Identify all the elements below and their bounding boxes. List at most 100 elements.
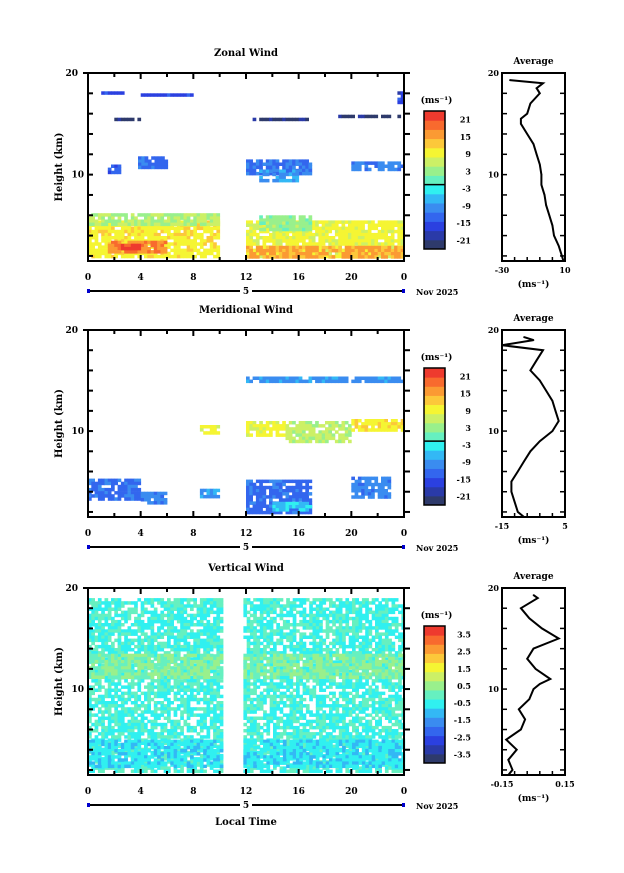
heatmap-cell [282,725,287,730]
heatmap-cell [259,679,264,683]
heatmap-cell [219,716,224,720]
heatmap-cell [137,638,142,643]
heatmap-cell [186,635,191,639]
heatmap-cell [302,492,306,496]
heatmap-cell [91,481,95,486]
heatmap-cell [183,251,188,256]
colorbar-swatch [424,230,445,241]
heatmap-cell [130,663,135,668]
heatmap-cell [147,501,151,505]
heatmap-cell [120,229,125,234]
heatmap-cell [193,729,197,733]
heatmap-cell [120,766,125,770]
colorbar-swatch [424,495,445,506]
heatmap-cell [256,648,261,652]
heatmap-cell [88,607,92,611]
heatmap-cell [308,248,313,253]
heatmap-cell [213,601,217,605]
heatmap-cell [94,701,99,705]
heatmap-cell [199,604,204,608]
heatmap-cell [167,735,171,739]
heatmap-cell [104,248,109,253]
heatmap-cell [285,162,290,166]
heatmap-cell [144,635,148,639]
heatmap-cell [253,644,257,649]
heatmap-cell [176,232,181,237]
heatmap-cell [163,229,168,234]
heatmap-cell [213,688,217,692]
heatmap-cell [114,648,118,652]
heatmap-cell [292,510,296,515]
heatmap-cell [91,729,95,733]
heatmap-cell [137,747,142,752]
heatmap-cell [266,688,271,692]
heatmap-cell [263,769,267,773]
heatmap-cell [334,220,339,224]
heatmap-cell [180,607,184,611]
heatmap-cell [279,710,284,714]
heatmap-cell [219,641,224,646]
heatmap-cell [173,669,178,674]
heatmap-cell [315,421,319,425]
heatmap-cell [170,632,174,636]
heatmap-cell [107,638,112,643]
heatmap-cell [213,626,217,630]
heatmap-cell [176,735,181,739]
heatmap-cell [216,425,221,429]
heatmap-cell [160,763,165,767]
heatmap-cell [107,685,112,689]
heatmap-cell [246,682,251,686]
heatmap-cell [216,672,221,677]
heatmap-cell [190,629,194,633]
heatmap-cell [295,172,300,177]
heatmap-cell [199,744,204,749]
heatmap-cell [120,644,125,649]
heatmap-cell [219,707,224,711]
heatmap-cell [107,213,112,217]
heatmap-cell [279,604,284,608]
heatmap-cell [173,679,178,683]
heatmap-cell [325,232,329,237]
heatmap-cell [243,604,248,608]
heatmap-cell [262,424,267,428]
heatmap-cell [216,644,221,649]
heatmap-cell [384,248,388,253]
heatmap-cell [140,713,145,717]
heatmap-cell [295,505,300,509]
heatmap-cell [91,685,95,689]
heatmap-cell [111,170,115,175]
heatmap-cell [167,598,171,602]
heatmap-cell [338,254,342,259]
heatmap-cell [193,632,197,636]
heatmap-cell [88,769,92,773]
heatmap-cell [246,220,250,224]
heatmap-cell [114,243,118,248]
heatmap-cell [354,252,359,256]
heatmap-cell [263,716,267,720]
heatmap-cell [150,644,155,649]
heatmap-cell [124,635,128,639]
heatmap-cell [285,492,290,496]
heatmap-cell [286,757,290,761]
heatmap-cell [256,616,261,621]
heatmap-cell [262,223,267,227]
heatmap-cell [384,239,388,243]
heatmap-cell [111,651,115,655]
colorbar-label: 21 [460,115,471,125]
heatmap-cell [259,165,263,170]
heatmap-cell [315,248,319,253]
heatmap-cell [153,651,158,655]
heatmap-cell [150,213,155,217]
heatmap-cell [124,641,128,646]
colorbar-label: 3 [465,423,471,433]
heatmap-cell [259,236,263,240]
heatmap-cell [344,421,349,425]
heatmap-cell [262,433,267,437]
heatmap-cell [97,732,102,736]
profile-point [501,344,503,347]
heatmap-cell [302,485,306,490]
heatmap-cell [249,226,253,231]
heatmap-cell [153,719,158,724]
heatmap-cell [243,607,248,611]
